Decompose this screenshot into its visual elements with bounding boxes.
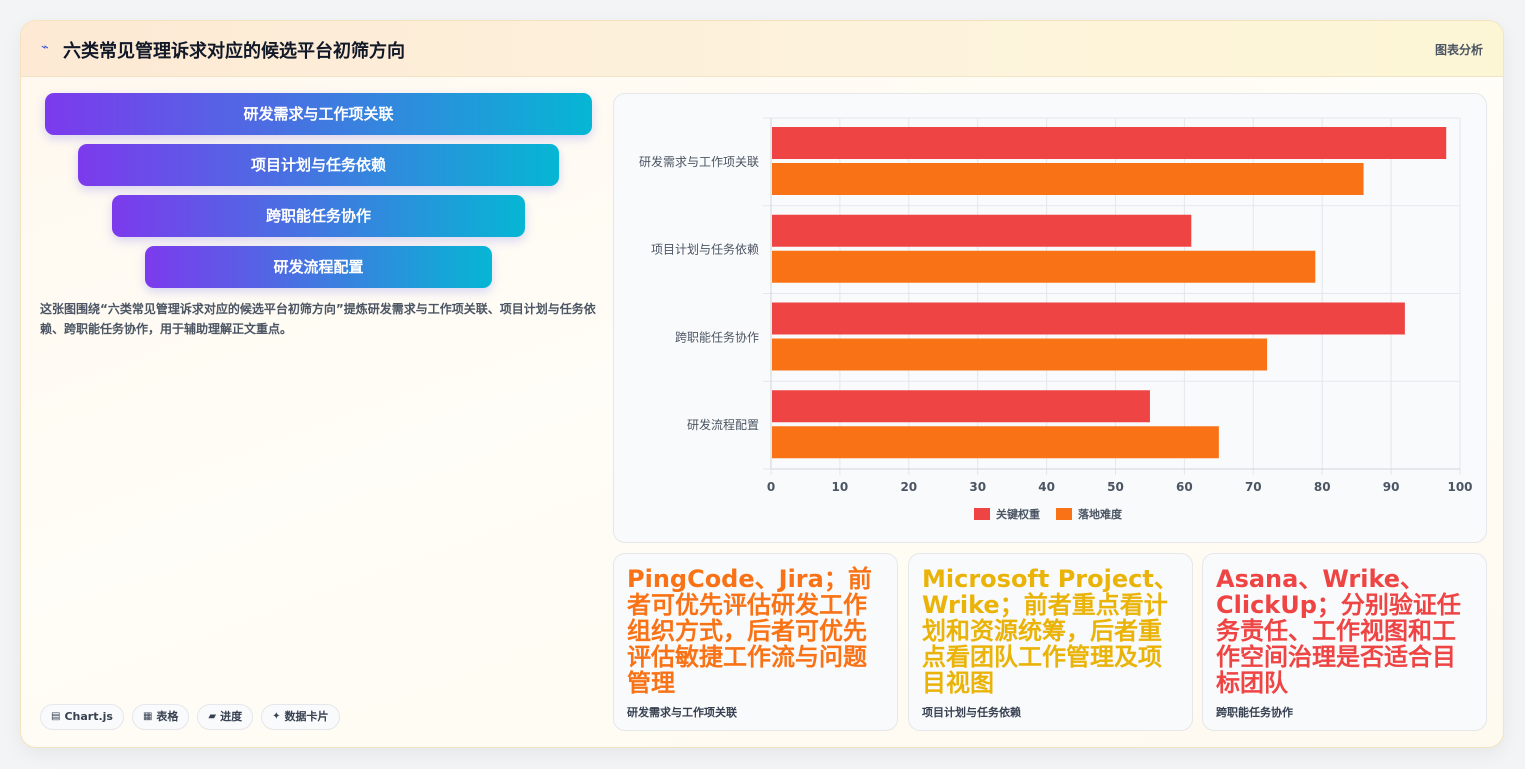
stat-card: PingCode、Jira；前者可优先评估研发工作组织方式，后者可优先评估敏捷工… bbox=[613, 553, 898, 731]
x-tick-label: 50 bbox=[1107, 480, 1124, 494]
x-tick-label: 0 bbox=[767, 480, 775, 494]
stat-card-label: 项目计划与任务依赖 bbox=[922, 706, 1021, 719]
stat-card-label: 研发需求与工作项关联 bbox=[627, 706, 737, 719]
stat-card-value: Asana、Wrike、ClickUp；分别验证任务责任、工作视图和工作空间治理… bbox=[1216, 565, 1461, 697]
stat-card-label: 跨职能任务协作 bbox=[1216, 706, 1293, 719]
bar bbox=[772, 214, 1192, 247]
main-card: ⌁ 六类常见管理诉求对应的候选平台初筛方向 图表分析 研发需求与工作项关联 项目… bbox=[20, 20, 1504, 748]
x-tick-label: 30 bbox=[969, 480, 986, 494]
chart-line-icon: ⌁ bbox=[41, 40, 49, 55]
chip-label: 表格 bbox=[156, 710, 179, 723]
bar bbox=[772, 338, 1268, 371]
bar bbox=[772, 250, 1316, 283]
funnel-item: 项目计划与任务依赖 bbox=[78, 144, 559, 186]
table-icon: ▦ bbox=[142, 711, 153, 722]
x-tick-label: 80 bbox=[1314, 480, 1331, 494]
chip-progress[interactable]: ▰ 进度 bbox=[197, 704, 254, 730]
x-tick-label: 100 bbox=[1447, 480, 1472, 494]
bar bbox=[772, 302, 1405, 335]
description: 这张图围绕“六类常见管理诉求对应的候选平台初筛方向”提炼研发需求与工作项关联、项… bbox=[40, 302, 596, 336]
y-tick-label: 跨职能任务协作 bbox=[675, 329, 759, 344]
monitor-icon: ▤ bbox=[51, 711, 61, 722]
chip-label: 进度 bbox=[220, 710, 243, 723]
header-tag: 图表分析 bbox=[1434, 43, 1483, 57]
funnel-item: 跨职能任务协作 bbox=[112, 195, 525, 237]
stat-card-value: PingCode、Jira；前者可优先评估研发工作组织方式，后者可优先评估敏捷工… bbox=[627, 565, 872, 697]
chart-panel: 研发需求与工作项关联项目计划与任务依赖跨职能任务协作研发流程配置 0 10 20 30 4… bbox=[613, 93, 1487, 543]
chip-list: ▤ Chart.js ▦ 表格 ▰ 进度 ✦ 数据卡片 bbox=[40, 704, 340, 730]
x-tick-label: 10 bbox=[832, 480, 849, 494]
stat-card: Microsoft Project、Wrike；前者重点看计划和资源统筹，后者重… bbox=[908, 553, 1193, 731]
y-tick-label: 项目计划与任务依赖 bbox=[651, 242, 759, 257]
sparkle-icon: ✦ bbox=[272, 711, 281, 722]
chip-chartjs[interactable]: ▤ Chart.js bbox=[40, 704, 124, 730]
legend-label: 落地难度 bbox=[1078, 507, 1123, 521]
x-tick-label: 90 bbox=[1383, 480, 1400, 494]
legend-swatch bbox=[1056, 508, 1072, 520]
x-tick-label: 60 bbox=[1176, 480, 1193, 494]
bar bbox=[772, 426, 1219, 459]
funnel-item: 研发流程配置 bbox=[145, 246, 492, 288]
y-tick-label: 研发流程配置 bbox=[687, 417, 759, 432]
bar bbox=[772, 163, 1364, 195]
chip-label: 数据卡片 bbox=[284, 710, 329, 723]
chip-table[interactable]: ▦ 表格 bbox=[131, 704, 190, 730]
stat-card: Asana、Wrike、ClickUp；分别验证任务责任、工作视图和工作空间治理… bbox=[1202, 553, 1487, 731]
header: ⌁ 六类常见管理诉求对应的候选平台初筛方向 图表分析 bbox=[21, 21, 1503, 77]
x-tick-label: 20 bbox=[900, 480, 917, 494]
chip-label: Chart.js bbox=[64, 710, 113, 723]
page-title: 六类常见管理诉求对应的候选平台初筛方向 bbox=[63, 41, 405, 62]
chip-data-card[interactable]: ✦ 数据卡片 bbox=[261, 704, 340, 730]
x-tick-label: 40 bbox=[1038, 480, 1055, 494]
legend-swatch bbox=[974, 508, 990, 520]
stat-card-value: Microsoft Project、Wrike；前者重点看计划和资源统筹，后者重… bbox=[922, 565, 1178, 697]
bar bbox=[772, 390, 1150, 423]
bar bbox=[772, 127, 1447, 159]
y-tick-label: 研发需求与工作项关联 bbox=[639, 154, 759, 169]
x-tick-label: 70 bbox=[1245, 480, 1262, 494]
funnel-item: 研发需求与工作项关联 bbox=[45, 93, 592, 135]
legend-label: 关键权重 bbox=[996, 507, 1040, 521]
progress-icon: ▰ bbox=[208, 711, 217, 722]
